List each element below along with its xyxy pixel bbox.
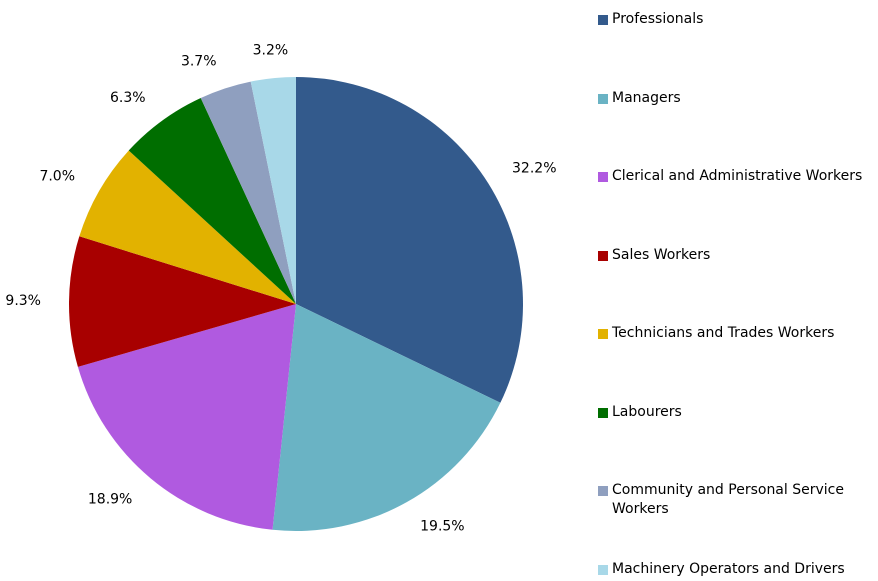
legend-swatch [598,407,608,418]
legend-label: Labourers [612,403,682,420]
legend-label: Professionals [612,11,704,27]
pie-slice [77,304,296,530]
pie-slice [128,97,296,305]
legend-swatch [598,250,608,261]
data-label: 3.2% [253,42,289,58]
legend-label: Community and Personal Service Workers [612,482,844,517]
pie-slice [69,236,296,367]
legend-item: Community and Personal Service Workers [598,481,873,519]
legend-swatch [598,15,608,25]
data-label: 32.2% [512,161,556,177]
legend-swatch [598,172,608,182]
legend-item: Sales Workers [598,246,873,265]
data-label: 7.0% [39,169,75,185]
legend-item: Technicians and Trades Workers [598,324,873,343]
legend-item: Labourers [598,403,873,422]
legend-label: Technicians and Trades Workers [612,325,835,341]
data-label: 6.3% [110,90,146,106]
legend-item: Professionals [598,10,873,29]
pie-slice [296,77,523,403]
legend-item: Machinery Operators and Drivers [598,560,873,579]
legend-item: Clerical and Administrative Workers [598,167,873,186]
data-label: 19.5% [420,519,464,535]
legend-label: Managers [612,89,681,106]
pie-slice [250,77,296,304]
legend-swatch [598,564,608,575]
pie-slice [79,150,296,304]
legend-label: Sales Workers [612,246,711,263]
pie-slice [200,81,296,304]
data-label: 3.7% [181,54,217,70]
data-label: 18.9% [88,492,132,508]
legend-swatch [598,93,608,104]
data-label: 9.3% [5,293,41,309]
legend-item: Managers [598,89,873,108]
legend-swatch [598,486,608,496]
legend-swatch [598,329,608,339]
legend-label: Clerical and Administrative Workers [612,168,863,184]
pie-slice [272,304,501,531]
legend-label: Machinery Operators and Drivers [612,560,845,577]
